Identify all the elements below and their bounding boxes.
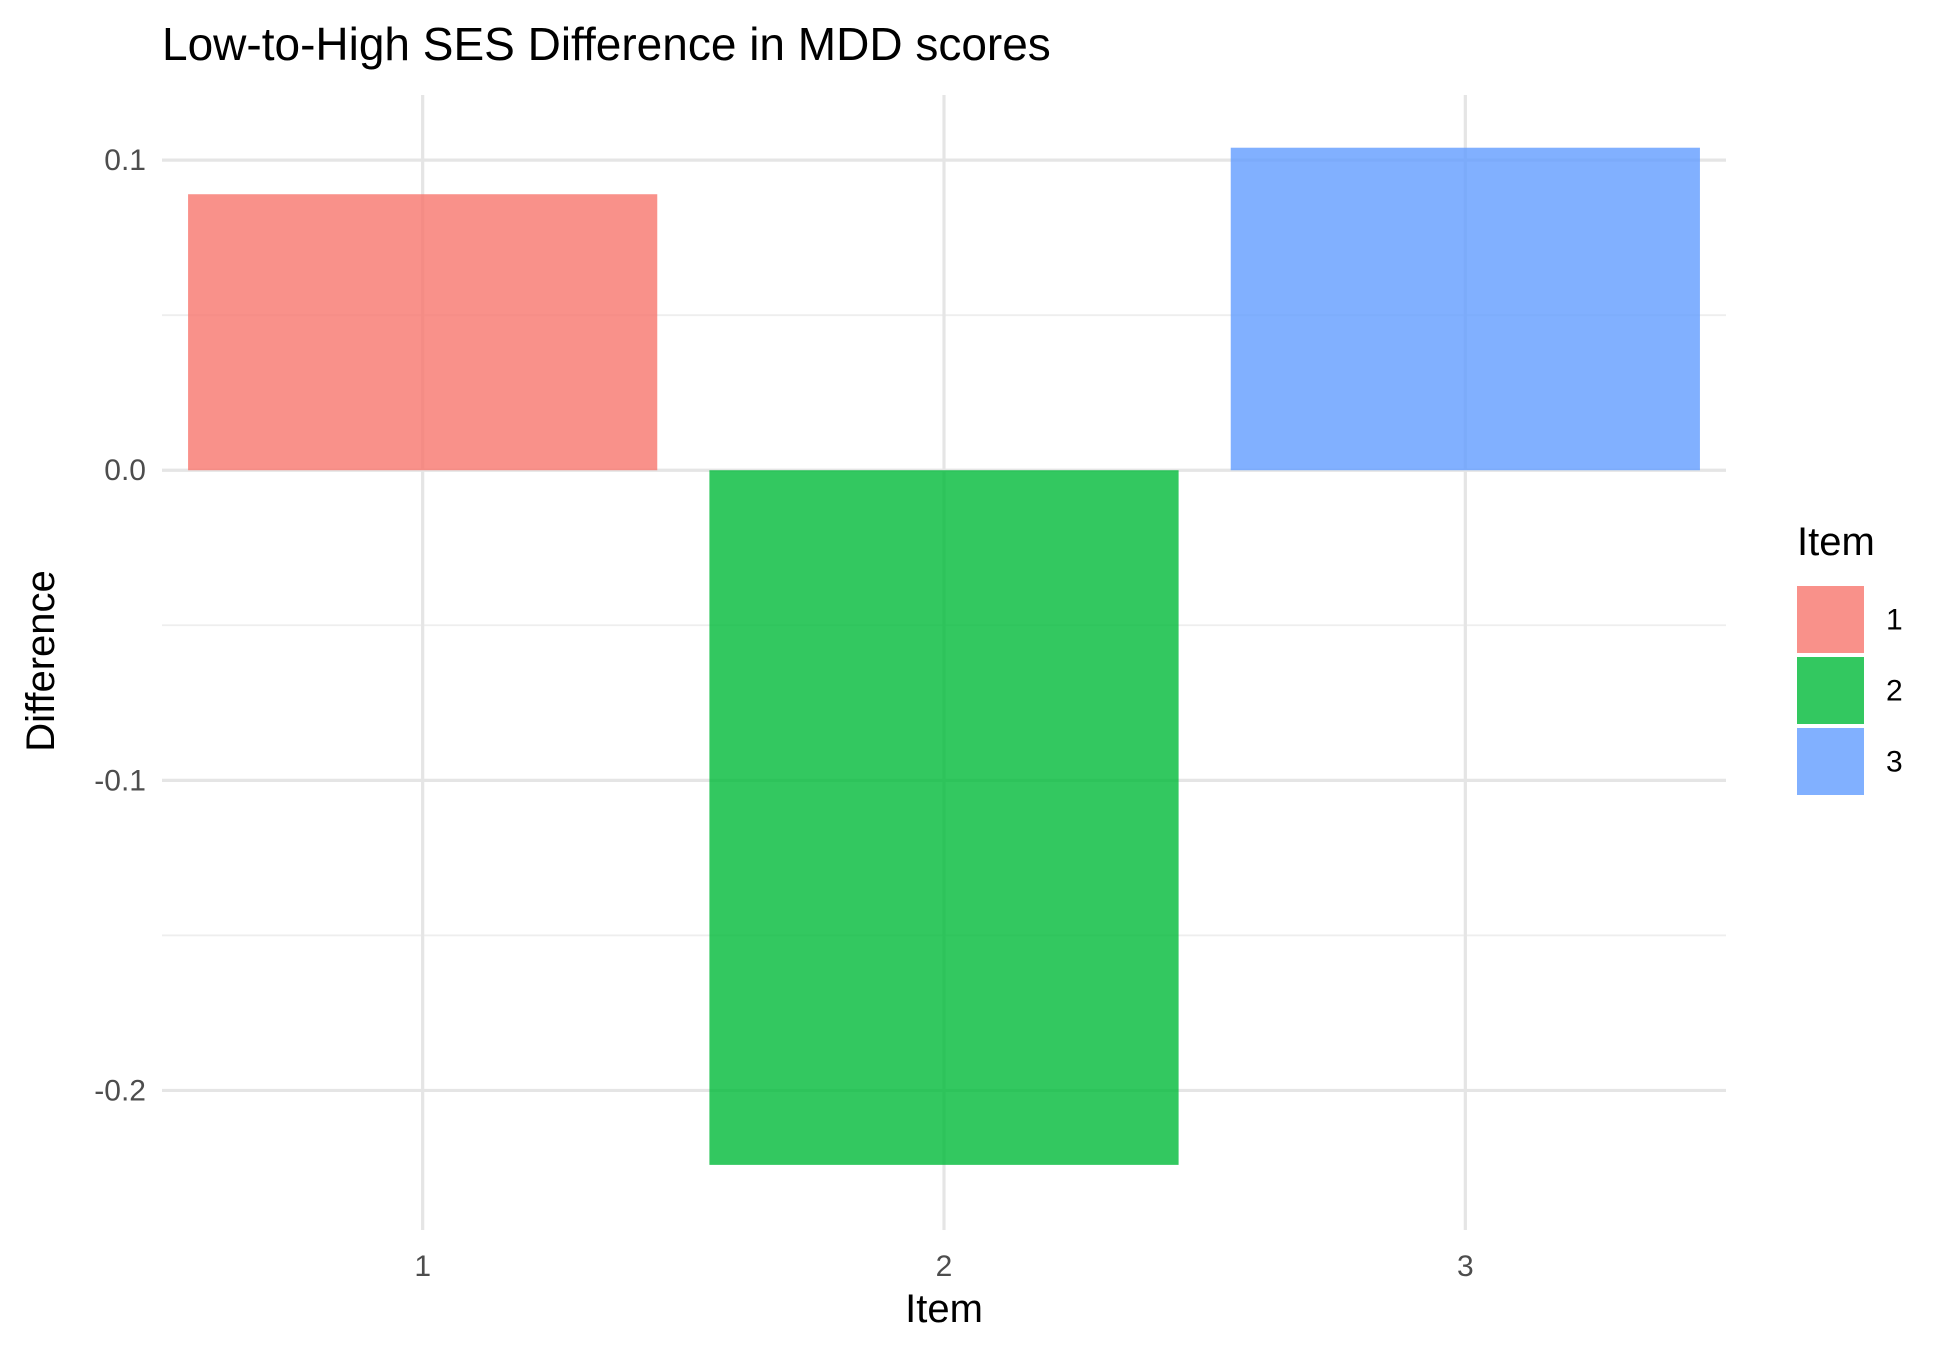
chart-title: Low-to-High SES Difference in MDD scores xyxy=(162,18,1051,70)
y-tick-label: -0.2 xyxy=(94,1074,146,1107)
bar-item-1 xyxy=(188,194,658,471)
legend-label: 3 xyxy=(1886,746,1903,779)
legend-label: 2 xyxy=(1886,675,1903,708)
legend: Item 1 2 3 xyxy=(1797,520,1903,795)
x-axis-title: Item xyxy=(905,1287,983,1331)
x-tick-label: 3 xyxy=(1457,1250,1474,1283)
legend-key-3 xyxy=(1797,728,1864,795)
legend-title: Item xyxy=(1797,520,1875,564)
x-tick-label: 1 xyxy=(414,1250,431,1283)
x-tick-label: 2 xyxy=(936,1250,953,1283)
x-tick-labels: 1 2 3 xyxy=(414,1250,1473,1283)
bars xyxy=(188,147,1700,1165)
bar-item-3 xyxy=(1230,147,1700,471)
y-tick-label: 0.0 xyxy=(104,454,146,487)
y-tick-label: 0.1 xyxy=(104,144,146,177)
y-tick-labels: 0.1 0.0 -0.1 -0.2 xyxy=(94,144,146,1107)
y-axis-title: Difference xyxy=(19,570,63,752)
legend-label: 1 xyxy=(1886,604,1903,637)
legend-items: 1 2 3 xyxy=(1797,586,1903,795)
legend-key-2 xyxy=(1797,657,1864,724)
y-tick-label: -0.1 xyxy=(94,764,146,797)
legend-key-1 xyxy=(1797,586,1864,653)
bar-item-2 xyxy=(709,470,1179,1165)
